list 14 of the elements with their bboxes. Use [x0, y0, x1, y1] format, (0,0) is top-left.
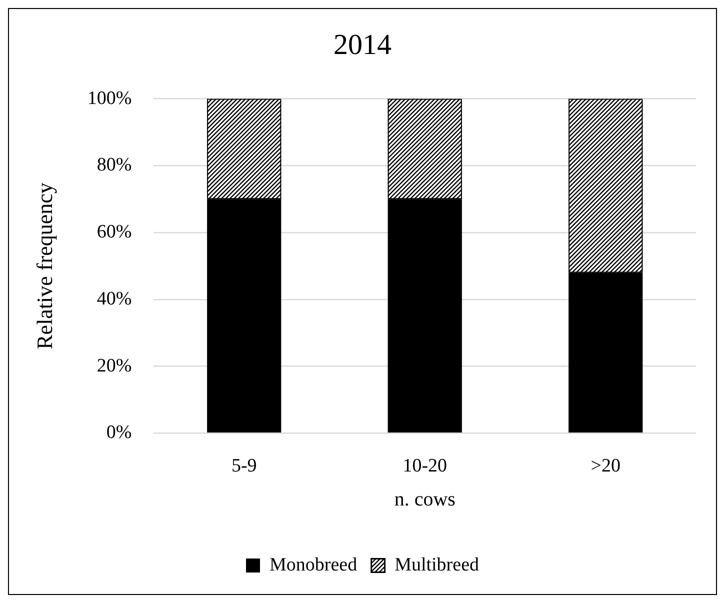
- y-tick-label: 40%: [96, 288, 132, 310]
- y-axis-title: Relative frequency: [32, 182, 57, 350]
- y-tick-label: 80%: [96, 154, 132, 176]
- y-tick-label: 60%: [96, 222, 132, 243]
- legend-label: Multibreed: [394, 554, 480, 576]
- x-tick-label: 5-9: [231, 456, 257, 477]
- y-tick-label: 20%: [96, 355, 132, 376]
- x-tick-label: 10-20: [402, 456, 448, 477]
- y-tick-label: 100%: [87, 88, 132, 109]
- chart-title: 2014: [334, 29, 392, 62]
- legend-label: Monobreed: [269, 554, 358, 576]
- y-tick-label: 0%: [106, 422, 132, 444]
- x-tick-label: >20: [590, 456, 620, 477]
- x-axis-title: n. cows: [394, 488, 456, 510]
